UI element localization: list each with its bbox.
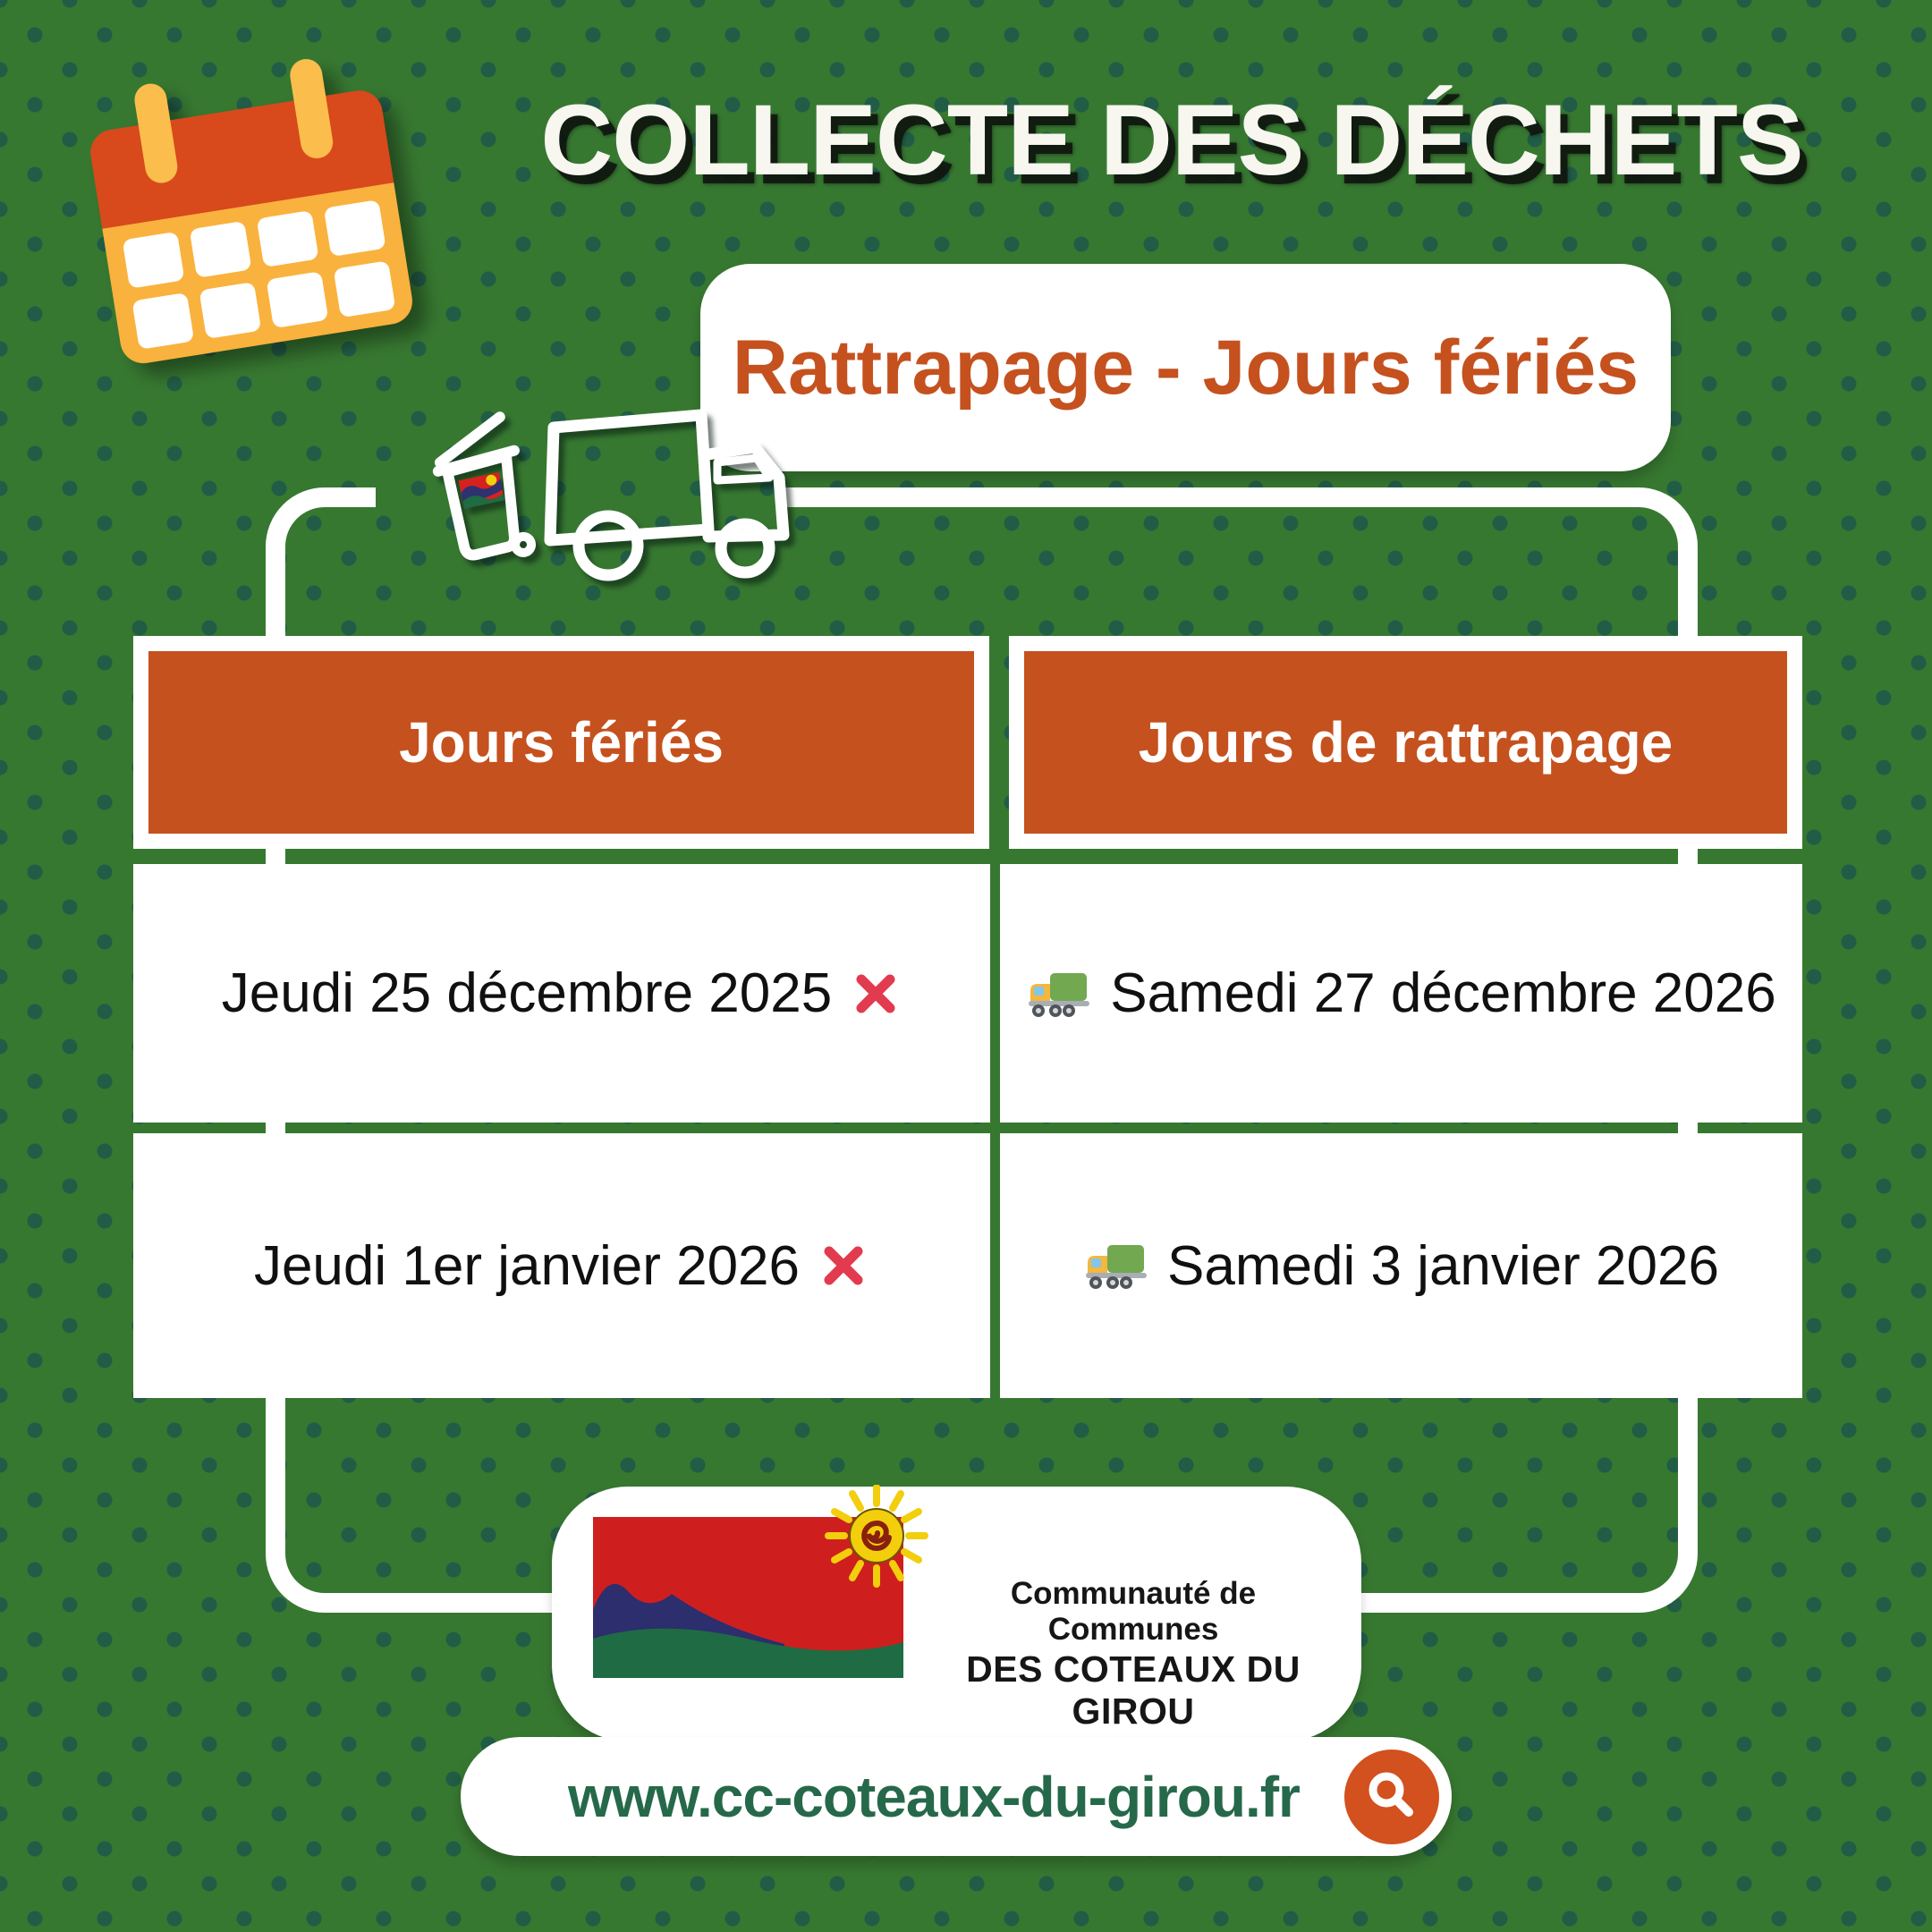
makeup-date: Samedi 27 décembre 2026 bbox=[1110, 962, 1776, 1024]
column-header-label: Jours fériés bbox=[399, 710, 724, 775]
red-cross-icon bbox=[824, 1246, 863, 1285]
table-cell-makeup-2: Samedi 3 janvier 2026 bbox=[1000, 1133, 1802, 1398]
garbage-truck-emoji-icon bbox=[1029, 972, 1090, 1017]
subtitle-text: Rattrapage - Jours fériés bbox=[732, 324, 1640, 411]
website-link[interactable]: www.cc-coteaux-du-girou.fr bbox=[461, 1737, 1452, 1856]
calendar-icon bbox=[81, 48, 416, 367]
organization-line2: DES COTEAUX DU GIROU bbox=[966, 1648, 1301, 1732]
organization-logo-box: Communauté de Communes DES COTEAUX DU GI… bbox=[552, 1485, 1361, 1741]
search-button[interactable] bbox=[1344, 1749, 1439, 1844]
page-title: COLLECTE DES DÉCHETS bbox=[540, 84, 1803, 196]
column-header-holidays: Jours fériés bbox=[133, 636, 989, 849]
holiday-date: Jeudi 1er janvier 2026 bbox=[253, 1234, 801, 1297]
column-header-label: Jours de rattrapage bbox=[1138, 710, 1674, 775]
makeup-date: Samedi 3 janvier 2026 bbox=[1167, 1234, 1719, 1297]
coteaux-du-girou-logo bbox=[593, 1485, 928, 1678]
website-url: www.cc-coteaux-du-girou.fr bbox=[568, 1764, 1301, 1829]
search-icon bbox=[1368, 1772, 1413, 1817]
organization-line1: Communauté de Communes bbox=[1010, 1576, 1257, 1648]
holiday-date: Jeudi 25 décembre 2025 bbox=[221, 962, 833, 1024]
table-cell-holiday-1: Jeudi 25 décembre 2025 bbox=[133, 864, 990, 1123]
table-cell-holiday-2: Jeudi 1er janvier 2026 bbox=[133, 1133, 990, 1398]
table-cell-makeup-1: Samedi 27 décembre 2026 bbox=[1000, 864, 1802, 1123]
garbage-truck-emoji-icon bbox=[1086, 1245, 1148, 1289]
red-cross-icon bbox=[856, 974, 895, 1013]
column-header-makeup-days: Jours de rattrapage bbox=[1009, 636, 1802, 849]
garbage-truck-outline-icon bbox=[404, 376, 794, 587]
subtitle-badge: Rattrapage - Jours fériés bbox=[700, 264, 1671, 471]
organization-name: Communauté de Communes DES COTEAUX DU GI… bbox=[928, 1576, 1339, 1733]
